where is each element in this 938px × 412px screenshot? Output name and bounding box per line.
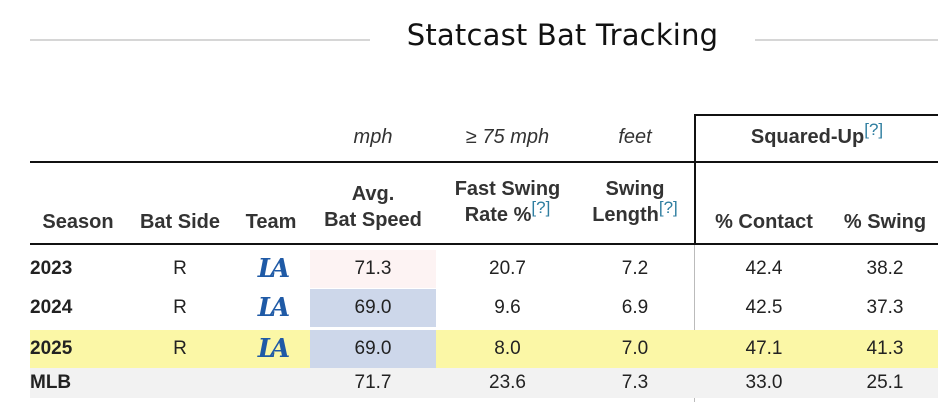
mlb-swing: 25.1 [866,372,904,393]
col-swing-length-top: Swing [605,178,665,200]
season-cell: 2023 [30,258,73,279]
title-divider-left [30,39,370,41]
bat-side-cell: R [173,338,187,359]
fast-swing-help-link[interactable]: [?] [531,198,551,217]
swing-cell: 38.2 [866,258,904,279]
swing-cell: 41.3 [866,338,904,359]
col-bat-side[interactable]: Bat Side [139,211,221,233]
col-fast-swing-top: Fast Swing [454,178,561,200]
table-row: 2024 R LA 69.0 9.6 6.9 42.5 37.3 [30,289,938,327]
title-divider-right [755,39,938,41]
swing-length-cell: 6.9 [621,297,649,318]
squared-up-label: Squared-Up [750,126,865,148]
bat-side-cell: R [173,297,187,318]
col-bat-speed-bottom: Bat Speed [324,209,422,231]
mlb-label: MLB [30,372,72,393]
squared-up-divider [694,114,696,244]
col-season[interactable]: Season [42,211,114,233]
team-logo-icon[interactable]: LA [238,250,304,288]
contact-cell: 47.1 [745,338,783,359]
section-title: Statcast Bat Tracking [406,18,719,52]
col-swing-length-bottom: Length [592,204,659,226]
squared-up-help-link[interactable]: [?] [864,120,884,139]
bat-speed-cell: 69.0 [310,289,436,327]
swing-length-help-link[interactable]: [?] [658,198,678,217]
unit-bat-speed: mph [353,126,393,148]
col-fast-swing-bottom: Rate % [464,204,532,226]
swing-length-cell: 7.0 [621,338,649,359]
squared-up-top-border [696,114,938,116]
swing-cell: 37.3 [866,297,904,318]
col-bat-speed[interactable]: Avg. Bat Speed [310,181,436,233]
section-title-bar: Statcast Bat Tracking [0,18,938,64]
header-top-border [30,161,938,163]
table-row: 2025 R LA 69.0 8.0 7.0 47.1 41.3 [30,330,938,368]
col-contact[interactable]: % Contact [715,211,813,233]
header-bottom-border [30,243,938,245]
mlb-fast-swing: 23.6 [489,372,526,393]
table-row: 2023 R LA 71.3 20.7 7.2 42.4 38.2 [30,250,938,288]
season-cell: 2024 [30,297,73,318]
dodgers-logo-icon[interactable]: LA [257,334,291,364]
col-swing-length[interactable]: Swing Length[?] [578,176,692,229]
contact-cell: 42.5 [745,297,783,318]
fast-swing-cell: 20.7 [489,258,526,279]
team-logo-icon[interactable]: LA [238,330,304,368]
col-team[interactable]: Team [245,211,297,233]
season-cell: 2025 [30,338,73,359]
mlb-bat-speed: 71.7 [354,372,392,393]
bat-speed-cell: 69.0 [310,330,436,368]
unit-swing-length: feet [618,126,652,148]
team-logo-icon[interactable]: LA [238,289,304,327]
col-bat-speed-top: Avg. [351,183,395,205]
mlb-swing-length: 7.3 [621,372,649,393]
squared-up-divider-rows [694,244,695,402]
squared-up-header: Squared-Up[?] [696,116,938,162]
dodgers-logo-icon[interactable]: LA [257,254,291,284]
col-fast-swing[interactable]: Fast Swing Rate %[?] [440,176,575,229]
dodgers-logo-icon[interactable]: LA [257,293,291,323]
bat-side-cell: R [173,258,187,279]
bat-speed-cell: 71.3 [310,250,436,288]
contact-cell: 42.4 [745,258,783,279]
swing-length-cell: 7.2 [621,258,649,279]
fast-swing-cell: 8.0 [494,338,521,359]
mlb-average-row: MLB 71.7 23.6 7.3 33.0 25.1 [30,368,938,398]
unit-fast-swing: ≥ 75 mph [465,126,550,148]
col-swing[interactable]: % Swing [843,211,927,233]
mlb-contact: 33.0 [745,372,783,393]
fast-swing-cell: 9.6 [494,297,521,318]
